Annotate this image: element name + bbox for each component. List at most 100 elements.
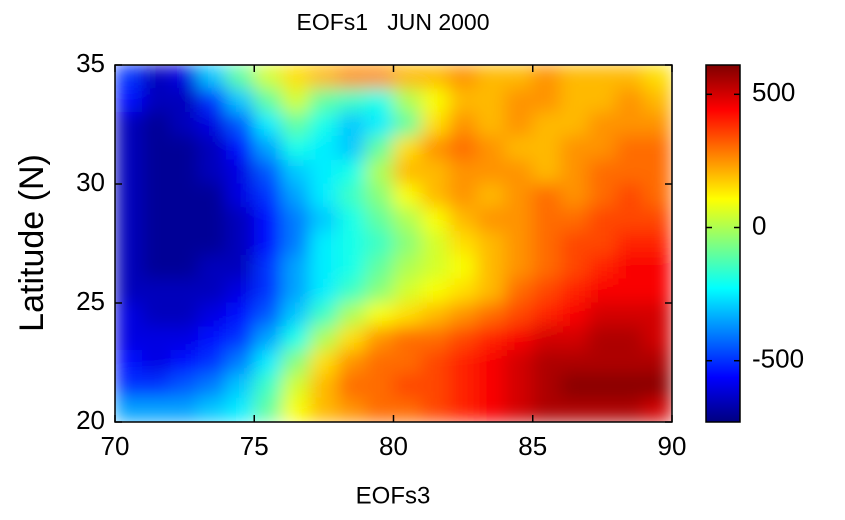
- heatmap-cell: [115, 183, 144, 209]
- heatmap-cell: [115, 397, 144, 422]
- heatmap-cell: [365, 207, 394, 233]
- heatmap-cell: [393, 183, 422, 209]
- heatmap-cell: [420, 350, 450, 375]
- heatmap-cell: [225, 65, 255, 90]
- heatmap-cell: [337, 302, 367, 328]
- heatmap-cell: [643, 135, 672, 161]
- heatmap-cell: [587, 88, 617, 114]
- heatmap-cell: [393, 373, 422, 399]
- heatmap-cell: [198, 112, 227, 137]
- heatmap-cell: [532, 397, 562, 422]
- heatmap-cell: [309, 254, 339, 280]
- heatmap-cell: [532, 65, 562, 90]
- heatmap-cell: [142, 254, 172, 280]
- heatmap-cell: [253, 88, 283, 114]
- heatmap-cell: [170, 88, 200, 114]
- heatmap-cell: [448, 231, 478, 256]
- heatmap-cell: [420, 254, 450, 280]
- heatmap-cell: [476, 207, 506, 233]
- heatmap-cell: [420, 183, 450, 209]
- heatmap-cell: [448, 278, 478, 304]
- heatmap-cell: [253, 65, 283, 90]
- heatmap-cell: [115, 207, 144, 233]
- heatmap-cell: [253, 207, 283, 233]
- heatmap-cell: [309, 112, 339, 137]
- heatmap-cell: [170, 278, 200, 304]
- heatmap-cell: [337, 135, 367, 161]
- heatmap-cell: [615, 302, 645, 328]
- heatmap-cell: [225, 397, 255, 422]
- heatmap-cell: [560, 278, 589, 304]
- heatmap-cell: [420, 326, 450, 352]
- heatmap-cell: [615, 88, 645, 114]
- heatmap-cell: [170, 373, 200, 399]
- heatmap-cell: [560, 112, 589, 137]
- heatmap-cell: [448, 112, 478, 137]
- x-tick-label: 80: [379, 431, 408, 461]
- heatmap-cell: [393, 254, 422, 280]
- heatmap-cell: [587, 135, 617, 161]
- heatmap-cell: [281, 135, 311, 161]
- heatmap-cell: [170, 159, 200, 185]
- heatmap-cell: [365, 278, 394, 304]
- heatmap-cell: [587, 397, 617, 422]
- heatmap-cell: [225, 302, 255, 328]
- heatmap-cell: [393, 112, 422, 137]
- heatmap-cell: [281, 302, 311, 328]
- heatmap-cell: [309, 326, 339, 352]
- heatmap-cell: [587, 326, 617, 352]
- heatmap-cell: [448, 65, 478, 90]
- heatmap-cell: [532, 112, 562, 137]
- heatmap-cell: [504, 231, 534, 256]
- heatmap-cell: [420, 397, 450, 422]
- heatmap-cell: [643, 65, 672, 90]
- heatmap-cell: [170, 231, 200, 256]
- heatmap-cell: [253, 159, 283, 185]
- heatmap-cell: [560, 350, 589, 375]
- heatmap-cell: [198, 350, 227, 375]
- y-tick-label: 35: [76, 48, 105, 78]
- heatmap-cell: [115, 112, 144, 137]
- heatmap-cell: [337, 278, 367, 304]
- heatmap-cell: [532, 373, 562, 399]
- heatmap-cell: [476, 65, 506, 90]
- heatmap-cell: [420, 302, 450, 328]
- heatmap-cell: [170, 183, 200, 209]
- heatmap-cell: [253, 278, 283, 304]
- heatmap-cell: [532, 183, 562, 209]
- heatmap-cell: [504, 326, 534, 352]
- heatmap-cell: [198, 88, 227, 114]
- heatmap-cell: [476, 135, 506, 161]
- heatmap-cell: [170, 207, 200, 233]
- heatmap-cell: [393, 302, 422, 328]
- heatmap-cell: [615, 207, 645, 233]
- heatmap-cell: [643, 231, 672, 256]
- heatmap-cell: [337, 350, 367, 375]
- colorbar: [705, 64, 741, 423]
- heatmap-cell: [560, 397, 589, 422]
- y-tick-label: 30: [76, 167, 105, 197]
- heatmap-cell: [337, 88, 367, 114]
- heatmap-cell: [142, 183, 172, 209]
- heatmap-cell: [115, 231, 144, 256]
- heatmap-cell: [253, 231, 283, 256]
- heatmap-cell: [142, 88, 172, 114]
- heatmap-cell: [615, 373, 645, 399]
- heatmap-cell: [615, 397, 645, 422]
- heatmap-cell: [448, 88, 478, 114]
- heatmap-cell: [393, 231, 422, 256]
- heatmap-cell: [198, 231, 227, 256]
- heatmap-cell: [615, 231, 645, 256]
- heatmap-cell: [337, 326, 367, 352]
- heatmap-cell: [560, 373, 589, 399]
- heatmap-cell: [420, 207, 450, 233]
- heatmap-cell: [225, 135, 255, 161]
- heatmap-cell: [504, 183, 534, 209]
- heatmap-cell: [253, 112, 283, 137]
- heatmap-cell: [476, 159, 506, 185]
- heatmap-cell: [560, 159, 589, 185]
- heatmap-cell: [225, 350, 255, 375]
- heatmap-cell: [142, 373, 172, 399]
- heatmap-cell: [476, 302, 506, 328]
- heatmap-cell: [476, 350, 506, 375]
